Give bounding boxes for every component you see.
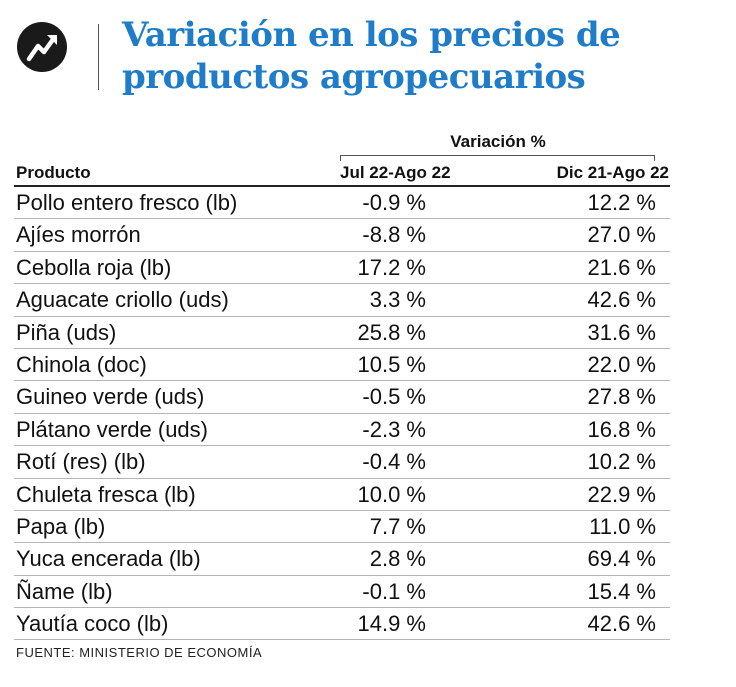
cell-dic-ago: 15.4 % — [587, 578, 657, 604]
column-header-jul-ago: Jul 22-Ago 22 — [340, 163, 451, 182]
cell-jul-ago: 25.8 % — [357, 319, 427, 345]
table-row: Chuleta fresca (lb) 10.0 % 22.9 % — [14, 479, 670, 511]
cell-product: Plátano verde (uds) — [16, 416, 208, 442]
cell-jul-ago: 7.7 % — [369, 513, 426, 539]
cell-jul-ago: 17.2 % — [357, 254, 427, 280]
table-row: Yuca encerada (lb) 2.8 % 69.4 % — [14, 543, 670, 576]
cell-dic-ago: 69.4 % — [587, 546, 657, 572]
cell-product: Ñame (lb) — [16, 578, 113, 604]
table-row: Rotí (res) (lb) -0.4 % 10.2 % — [14, 446, 670, 479]
cell-jul-ago: -0.1 % — [362, 578, 426, 604]
cell-dic-ago: 22.9 % — [587, 481, 657, 507]
cell-product: Piña (uds) — [16, 319, 117, 345]
table-row: Pollo entero fresco (lb) -0.9 % 12.2 % — [14, 187, 670, 220]
cell-product: Rotí (res) (lb) — [16, 449, 146, 475]
cell-dic-ago: 31.6 % — [587, 319, 657, 345]
cell-jul-ago: -8.8 % — [362, 222, 426, 248]
cell-dic-ago: 11.0 % — [589, 513, 656, 539]
cell-dic-ago: 27.8 % — [587, 384, 657, 410]
table-row: Guineo verde (uds) -0.5 % 27.8 % — [14, 381, 670, 414]
table-row: Papa (lb) 7.7 % 11.0 % — [14, 511, 670, 544]
header-rule — [14, 185, 670, 187]
cell-product: Chuleta fresca (lb) — [16, 481, 196, 507]
header-divider — [98, 24, 99, 90]
cell-dic-ago: 27.0 % — [587, 222, 657, 248]
table-row: Piña (uds) 25.8 % 31.6 % — [14, 317, 670, 349]
cell-dic-ago: 42.6 % — [587, 611, 657, 637]
cell-jul-ago: 14.9 % — [357, 611, 427, 637]
table-row: Plátano verde (uds) -2.3 % 16.8 % — [14, 414, 670, 447]
cell-product: Papa (lb) — [16, 513, 106, 539]
table-row: Ñame (lb) -0.1 % 15.4 % — [14, 576, 670, 609]
table-row: Cebolla roja (lb) 17.2 % 21.6 % — [14, 252, 670, 285]
cell-jul-ago: 10.5 % — [357, 351, 427, 377]
cell-product: Cebolla roja (lb) — [16, 254, 172, 280]
cell-jul-ago: -2.3 % — [362, 416, 426, 442]
table-row: Yautía coco (lb) 14.9 % 42.6 % — [14, 608, 670, 641]
cell-jul-ago: -0.9 % — [362, 190, 426, 215]
cell-product: Yautía coco (lb) — [16, 611, 169, 637]
table-row: Chinola (doc) 10.5 % 22.0 % — [14, 349, 670, 382]
column-header-dic-ago: Dic 21-Ago 22 — [556, 163, 669, 182]
cell-product: Yuca encerada (lb) — [16, 546, 201, 572]
cell-dic-ago: 22.0 % — [587, 351, 657, 377]
cell-jul-ago: 3.3 % — [369, 287, 426, 313]
cell-product: Guineo verde (uds) — [16, 384, 205, 410]
cell-dic-ago: 42.6 % — [587, 287, 657, 313]
cell-jul-ago: 10.0 % — [357, 481, 427, 507]
group-bracket — [340, 155, 655, 161]
column-header-product: Producto — [16, 163, 91, 182]
table-row: Ajíes morrón -8.8 % 27.0 % — [14, 219, 670, 252]
cell-product: Pollo entero fresco (lb) — [16, 190, 238, 215]
trend-up-arrow-icon — [17, 22, 67, 72]
cell-jul-ago: -0.4 % — [362, 449, 426, 475]
cell-dic-ago: 21.6 % — [587, 254, 657, 280]
table-row: Aguacate criollo (uds) 3.3 % 42.6 % — [14, 284, 670, 317]
group-header: Variación % — [450, 132, 546, 151]
cell-product: Chinola (doc) — [16, 351, 147, 377]
cell-product: Aguacate criollo (uds) — [16, 287, 229, 313]
cell-product: Ajíes morrón — [16, 222, 141, 248]
source-note: FUENTE: MINISTERIO DE ECONOMÍA — [16, 645, 263, 660]
cell-jul-ago: 2.8 % — [369, 546, 426, 572]
cell-dic-ago: 10.2 % — [587, 449, 657, 475]
cell-jul-ago: -0.5 % — [362, 384, 426, 410]
page-title: Variación en los precios de productos ag… — [122, 15, 621, 97]
cell-dic-ago: 16.8 % — [587, 416, 657, 442]
cell-dic-ago: 12.2 % — [587, 190, 657, 215]
table-body: Pollo entero fresco (lb) -0.9 % 12.2 % Ajíe… — [14, 187, 670, 641]
